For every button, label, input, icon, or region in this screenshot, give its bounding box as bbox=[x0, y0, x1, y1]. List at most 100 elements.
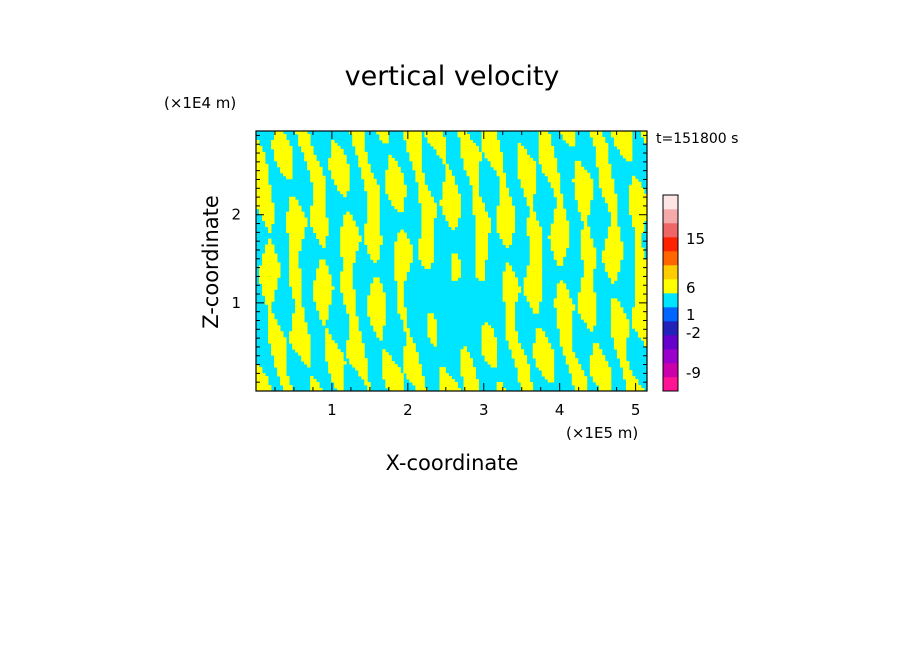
field-cell bbox=[460, 136, 464, 141]
field-cell bbox=[589, 328, 594, 332]
field-cell bbox=[562, 253, 567, 257]
field-cell bbox=[418, 247, 422, 251]
field-cell bbox=[616, 322, 621, 326]
field-cell bbox=[364, 361, 368, 365]
field-cell bbox=[487, 337, 491, 341]
field-cell bbox=[526, 283, 531, 287]
field-cell bbox=[580, 244, 585, 248]
field-cell bbox=[289, 160, 293, 165]
field-cell bbox=[394, 181, 398, 186]
field-cell bbox=[436, 131, 440, 135]
field-cell bbox=[634, 202, 639, 207]
field-cell bbox=[460, 154, 464, 159]
field-cell bbox=[415, 367, 419, 371]
field-cell bbox=[469, 370, 473, 374]
field-cell bbox=[367, 211, 371, 216]
field-cell bbox=[415, 178, 419, 183]
field-cell bbox=[508, 286, 513, 290]
field-cell bbox=[280, 355, 284, 359]
field-cell bbox=[385, 352, 389, 356]
field-cell bbox=[553, 172, 558, 177]
field-cell bbox=[523, 193, 528, 198]
field-cell bbox=[586, 184, 591, 189]
field-cell bbox=[412, 157, 416, 162]
field-cell bbox=[370, 319, 374, 323]
field-cell bbox=[631, 307, 636, 311]
axis-ticks: 1 2 3 4 512 bbox=[231, 131, 647, 419]
field-cell bbox=[343, 181, 347, 186]
field-cell bbox=[502, 298, 507, 302]
field-cell bbox=[412, 343, 416, 347]
field-cell bbox=[469, 385, 473, 389]
field-cell bbox=[628, 196, 633, 201]
field-cell bbox=[577, 196, 582, 201]
field-cell bbox=[613, 226, 618, 231]
field-cell bbox=[439, 142, 443, 147]
field-cell bbox=[271, 352, 275, 356]
field-cell bbox=[373, 214, 377, 219]
field-cell bbox=[607, 268, 612, 272]
field-cell bbox=[430, 247, 434, 251]
field-cell bbox=[322, 244, 326, 248]
field-cell bbox=[385, 355, 389, 359]
field-cell bbox=[451, 253, 455, 257]
field-cell bbox=[412, 352, 416, 356]
field-cell bbox=[622, 340, 627, 344]
field-cell bbox=[427, 313, 431, 317]
field-cell bbox=[562, 316, 567, 320]
field-cell bbox=[493, 136, 498, 141]
field-cell bbox=[349, 229, 353, 234]
field-cell bbox=[307, 148, 311, 153]
field-cell bbox=[412, 379, 416, 383]
field-cell bbox=[532, 241, 537, 245]
field-cell bbox=[292, 238, 296, 242]
field-cell bbox=[262, 262, 266, 266]
field-cell bbox=[622, 139, 627, 144]
field-cell bbox=[532, 259, 537, 263]
field-cell bbox=[316, 160, 320, 165]
field-cell bbox=[373, 277, 377, 281]
field-cell bbox=[622, 142, 627, 147]
field-cell bbox=[283, 148, 287, 153]
field-cell bbox=[589, 373, 594, 377]
field-cell bbox=[406, 259, 410, 263]
field-cell bbox=[352, 241, 356, 245]
field-cell bbox=[517, 145, 522, 150]
field-cell bbox=[373, 310, 377, 314]
field-cell bbox=[454, 259, 458, 263]
field-cell bbox=[640, 223, 645, 228]
field-cell bbox=[298, 334, 302, 338]
field-cell bbox=[334, 175, 338, 180]
field-cell bbox=[598, 373, 603, 377]
field-cell bbox=[403, 367, 407, 371]
field-cell bbox=[394, 205, 398, 210]
field-cell bbox=[364, 157, 368, 162]
field-cell bbox=[622, 131, 627, 135]
field-cell bbox=[634, 286, 639, 290]
field-cell bbox=[478, 226, 482, 231]
field-cell bbox=[562, 220, 567, 225]
field-cell bbox=[430, 259, 434, 263]
field-cell bbox=[547, 139, 552, 144]
field-cell bbox=[418, 172, 422, 177]
field-cell bbox=[583, 382, 588, 386]
field-cell bbox=[640, 247, 645, 251]
field-cell bbox=[379, 131, 383, 135]
field-cell bbox=[343, 244, 347, 248]
field-cell bbox=[613, 217, 618, 222]
field-cell bbox=[289, 169, 293, 174]
field-cell bbox=[607, 229, 612, 234]
field-cell bbox=[415, 142, 419, 147]
field-cell bbox=[301, 139, 305, 144]
field-cell bbox=[370, 289, 374, 293]
field-cell bbox=[484, 154, 488, 159]
field-cell bbox=[484, 250, 488, 254]
field-cell bbox=[556, 205, 561, 210]
field-cell bbox=[535, 352, 540, 356]
field-cell bbox=[373, 307, 377, 311]
field-cell bbox=[556, 307, 561, 311]
field-cell bbox=[532, 298, 537, 302]
field-cell bbox=[277, 157, 281, 162]
field-cell bbox=[430, 214, 434, 219]
field-cell bbox=[412, 367, 416, 371]
